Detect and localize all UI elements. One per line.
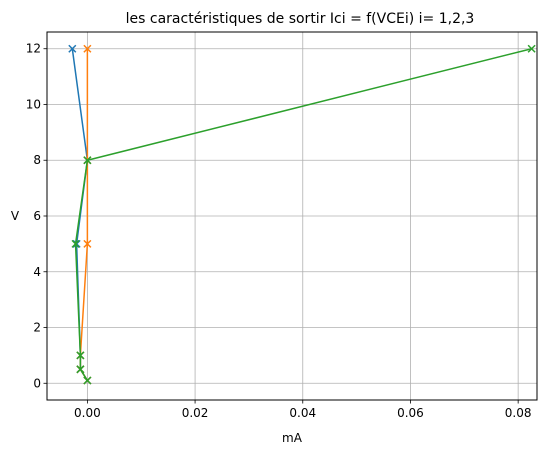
x-tick-label: 0.00 [74, 406, 101, 420]
data-point [76, 365, 85, 374]
x-tick-label: 0.04 [289, 406, 316, 420]
y-tick-label: 6 [33, 209, 41, 223]
y-tick-label: 4 [33, 265, 41, 279]
series-3 [71, 44, 536, 385]
y-tick-label: 0 [33, 376, 41, 390]
y-tick-label: 8 [33, 153, 41, 167]
y-tick-label: 2 [33, 321, 41, 335]
ticks: 0.00 0.02 0.04 0.06 0.08 0 2 4 6 8 10 12 [26, 42, 532, 420]
grid [47, 32, 537, 400]
x-axis-label: mA [282, 431, 303, 445]
data-point [83, 239, 92, 248]
x-tick-label: 0.02 [182, 406, 209, 420]
data-point [83, 44, 92, 53]
y-tick-label: 10 [26, 97, 41, 111]
chart-title: les caractéristiques de sortir Ici = f(V… [126, 11, 475, 27]
data-point [71, 239, 80, 248]
x-tick-label: 0.08 [505, 406, 532, 420]
data-point [76, 351, 85, 360]
x-tick-label: 0.06 [397, 406, 424, 420]
data-point [68, 44, 77, 53]
series-layer [68, 44, 536, 385]
data-point [83, 376, 92, 385]
data-point [72, 239, 81, 248]
data-point [527, 44, 536, 53]
y-tick-label: 12 [26, 42, 41, 56]
y-axis-label: V [11, 209, 20, 223]
data-point [83, 156, 92, 165]
